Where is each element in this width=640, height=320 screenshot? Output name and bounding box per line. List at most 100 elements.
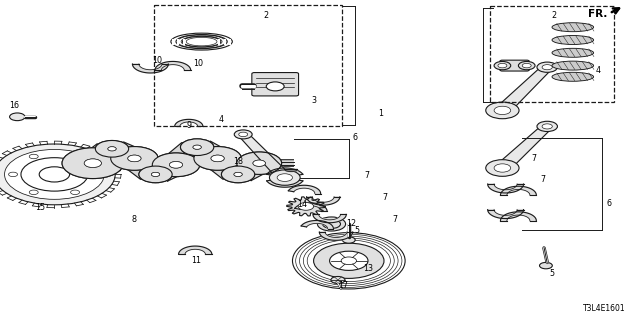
Polygon shape bbox=[301, 220, 333, 229]
Polygon shape bbox=[295, 203, 327, 211]
Text: 2: 2 bbox=[551, 11, 556, 20]
FancyBboxPatch shape bbox=[252, 73, 298, 96]
Text: T3L4E1601: T3L4E1601 bbox=[583, 304, 626, 313]
Circle shape bbox=[194, 147, 241, 170]
Text: 7: 7 bbox=[532, 154, 537, 163]
Text: 5: 5 bbox=[549, 269, 554, 278]
Polygon shape bbox=[307, 197, 340, 205]
Circle shape bbox=[139, 166, 172, 183]
Circle shape bbox=[494, 164, 511, 172]
Circle shape bbox=[540, 262, 552, 269]
Circle shape bbox=[180, 139, 214, 156]
Circle shape bbox=[84, 159, 101, 167]
Circle shape bbox=[128, 155, 141, 162]
Circle shape bbox=[522, 63, 531, 68]
Circle shape bbox=[237, 152, 282, 174]
Circle shape bbox=[84, 159, 101, 167]
Text: FR.: FR. bbox=[588, 9, 607, 20]
Polygon shape bbox=[120, 154, 170, 179]
Ellipse shape bbox=[552, 61, 593, 70]
Polygon shape bbox=[488, 184, 524, 193]
Circle shape bbox=[221, 166, 255, 183]
Circle shape bbox=[330, 251, 368, 270]
Circle shape bbox=[151, 172, 159, 177]
Circle shape bbox=[277, 174, 292, 181]
Polygon shape bbox=[495, 125, 552, 170]
Circle shape bbox=[180, 139, 214, 156]
Circle shape bbox=[62, 148, 124, 179]
Circle shape bbox=[221, 166, 255, 183]
Circle shape bbox=[211, 155, 224, 162]
Circle shape bbox=[486, 160, 519, 176]
Polygon shape bbox=[100, 142, 146, 165]
Text: 3: 3 bbox=[311, 96, 316, 105]
Text: 7: 7 bbox=[540, 175, 545, 184]
Ellipse shape bbox=[552, 23, 593, 32]
Circle shape bbox=[152, 153, 200, 177]
Circle shape bbox=[234, 172, 243, 177]
Circle shape bbox=[193, 145, 201, 149]
Polygon shape bbox=[319, 232, 353, 240]
Text: 4: 4 bbox=[218, 116, 223, 124]
Circle shape bbox=[298, 203, 314, 210]
Circle shape bbox=[62, 148, 124, 179]
Circle shape bbox=[21, 158, 88, 191]
Circle shape bbox=[234, 130, 252, 139]
Circle shape bbox=[237, 152, 282, 174]
Polygon shape bbox=[225, 157, 272, 180]
Polygon shape bbox=[238, 133, 292, 179]
Text: 18: 18 bbox=[233, 157, 243, 166]
Polygon shape bbox=[179, 246, 212, 254]
Text: 2: 2 bbox=[263, 11, 268, 20]
Text: 10: 10 bbox=[193, 60, 204, 68]
Circle shape bbox=[108, 147, 116, 151]
Circle shape bbox=[498, 63, 507, 68]
Polygon shape bbox=[184, 141, 231, 164]
Circle shape bbox=[111, 147, 158, 170]
Circle shape bbox=[317, 217, 346, 231]
Polygon shape bbox=[500, 186, 536, 195]
Circle shape bbox=[39, 167, 70, 182]
Text: 14: 14 bbox=[297, 200, 307, 209]
Polygon shape bbox=[78, 144, 127, 168]
Text: 7: 7 bbox=[364, 171, 369, 180]
Text: 12: 12 bbox=[346, 219, 356, 228]
Circle shape bbox=[8, 172, 17, 177]
Circle shape bbox=[170, 162, 182, 168]
Polygon shape bbox=[500, 212, 536, 221]
Text: 5: 5 bbox=[354, 226, 359, 235]
Circle shape bbox=[108, 147, 116, 151]
Polygon shape bbox=[155, 61, 191, 70]
Circle shape bbox=[70, 190, 79, 195]
Circle shape bbox=[253, 160, 266, 166]
Text: 7: 7 bbox=[392, 215, 397, 224]
Text: 6: 6 bbox=[607, 199, 612, 208]
Circle shape bbox=[323, 220, 340, 228]
Circle shape bbox=[341, 257, 356, 265]
Circle shape bbox=[234, 172, 243, 177]
Circle shape bbox=[266, 82, 284, 91]
Circle shape bbox=[239, 132, 248, 137]
Circle shape bbox=[4, 149, 104, 199]
Circle shape bbox=[10, 113, 25, 121]
Text: 17: 17 bbox=[338, 281, 348, 290]
Text: 9: 9 bbox=[186, 121, 191, 130]
Text: 16: 16 bbox=[9, 101, 19, 110]
Polygon shape bbox=[289, 185, 321, 194]
Circle shape bbox=[194, 147, 241, 170]
Polygon shape bbox=[285, 170, 298, 172]
Circle shape bbox=[537, 121, 557, 132]
Polygon shape bbox=[287, 197, 325, 216]
Circle shape bbox=[170, 162, 182, 168]
Circle shape bbox=[151, 172, 159, 177]
Circle shape bbox=[193, 145, 201, 149]
Text: 4: 4 bbox=[596, 66, 601, 75]
Circle shape bbox=[342, 237, 355, 243]
Circle shape bbox=[95, 140, 129, 157]
Polygon shape bbox=[313, 214, 346, 223]
Text: 7: 7 bbox=[383, 193, 388, 202]
Ellipse shape bbox=[552, 72, 593, 81]
Polygon shape bbox=[495, 66, 552, 112]
Circle shape bbox=[269, 170, 300, 185]
Circle shape bbox=[29, 154, 38, 159]
